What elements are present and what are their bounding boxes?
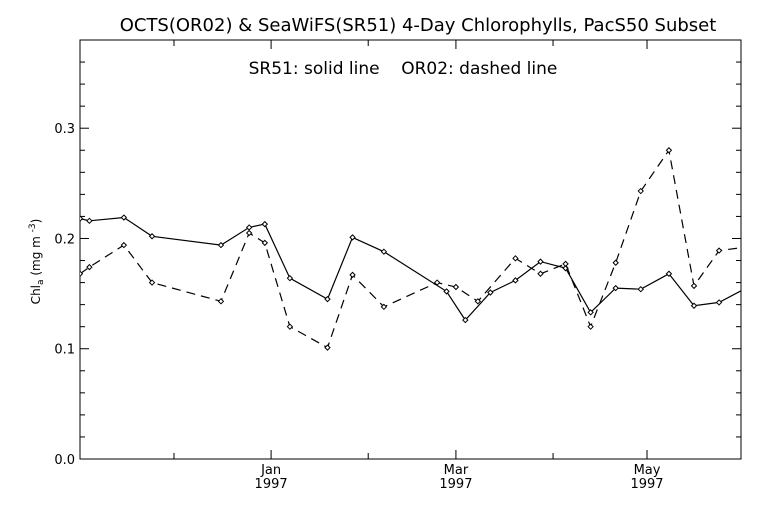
- data-point-or02: [433, 279, 441, 286]
- data-point-sr51: [587, 309, 594, 316]
- x-tick-label-month: May: [634, 463, 661, 478]
- data-point-sr51: [512, 277, 519, 284]
- data-point-sr51: [462, 316, 469, 324]
- series-sr51: [80, 214, 741, 324]
- data-point-sr51: [740, 289, 741, 290]
- data-point-or02: [474, 298, 482, 305]
- data-point-or02: [120, 241, 128, 249]
- data-point-or02: [537, 270, 544, 277]
- data-point-sr51: [665, 270, 673, 277]
- data-point-or02: [148, 279, 156, 286]
- series-line-or02: [80, 148, 741, 349]
- data-point-or02: [380, 303, 388, 311]
- x-tick-label-year: 1997: [630, 477, 663, 492]
- data-point-sr51: [217, 241, 225, 249]
- data-point-or02: [86, 263, 93, 271]
- data-point-or02: [740, 247, 741, 248]
- data-point-or02: [612, 259, 619, 266]
- data-point-or02: [715, 247, 723, 254]
- y-tick-label: 0.2: [54, 232, 75, 247]
- y-tick-label: 0.0: [54, 453, 75, 468]
- data-point-sr51: [80, 215, 84, 222]
- data-point-or02: [324, 344, 331, 351]
- data-point-or02: [80, 270, 84, 277]
- series-line-sr51: [80, 216, 741, 322]
- data-point-sr51: [443, 288, 450, 295]
- x-tick-label-month: Jan: [260, 463, 281, 478]
- data-point-sr51: [148, 233, 156, 240]
- data-point-sr51: [349, 234, 356, 241]
- data-point-sr51: [487, 289, 494, 296]
- data-point-or02: [562, 260, 569, 268]
- x-tick-label-year: 1997: [255, 477, 288, 492]
- data-point-or02: [512, 255, 519, 262]
- series-or02: [80, 147, 741, 351]
- data-point-or02: [690, 282, 698, 290]
- data-point-or02: [217, 298, 225, 305]
- data-point-sr51: [537, 258, 544, 265]
- data-point-or02: [665, 147, 673, 154]
- data-point-or02: [349, 271, 356, 279]
- data-point-or02: [637, 187, 644, 195]
- data-point-or02: [245, 229, 253, 237]
- data-point-or02: [587, 323, 594, 330]
- series-legend-annotation: SR51: solid line OR02: dashed line: [249, 59, 558, 79]
- data-point-or02: [452, 283, 460, 291]
- x-tick-label-month: Mar: [444, 463, 469, 478]
- data-point-sr51: [637, 285, 644, 293]
- data-point-or02: [286, 323, 294, 330]
- data-point-sr51: [715, 299, 723, 306]
- chart-title: OCTS(OR02) & SeaWiFS(SR51) 4-Day Chlorop…: [120, 15, 717, 36]
- data-point-or02: [261, 239, 269, 247]
- data-point-sr51: [690, 302, 698, 309]
- data-point-sr51: [261, 220, 269, 228]
- y-tick-label: 0.3: [54, 122, 75, 137]
- data-point-sr51: [86, 217, 93, 225]
- data-point-sr51: [120, 214, 128, 221]
- data-point-sr51: [286, 274, 294, 282]
- y-tick-label: 0.1: [54, 343, 75, 358]
- y-axis-label: Chla (mg m -3): [28, 219, 46, 305]
- data-point-sr51: [612, 284, 619, 292]
- plot-frame: [79, 39, 742, 460]
- data-point-sr51: [380, 248, 388, 255]
- data-point-sr51: [324, 295, 331, 303]
- x-tick-label-year: 1997: [439, 477, 472, 492]
